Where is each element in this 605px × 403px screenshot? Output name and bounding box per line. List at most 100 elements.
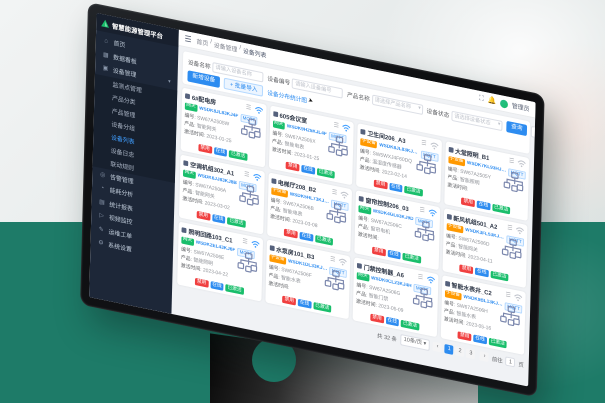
status-pill[interactable]: 已激活 bbox=[400, 319, 420, 331]
status-pill[interactable]: 在线 bbox=[389, 182, 403, 193]
device-card[interactable]: 605会议室 网关 WSDK9H25KJL4F MQTT 编号: SW67A25… bbox=[268, 105, 354, 186]
device-card[interactable]: 大堂照明_B1 子设备 WSDK7KL93HJ2A MQTT 编号: SW67A… bbox=[443, 141, 530, 222]
wifi-icon bbox=[429, 142, 439, 150]
leaf-icon bbox=[101, 19, 110, 28]
device-icon bbox=[272, 111, 278, 118]
status-pill[interactable]: 在线 bbox=[210, 280, 224, 291]
card-menu-icon[interactable]: ☰ bbox=[417, 274, 424, 282]
breadcrumb-item[interactable]: 设备列表 bbox=[242, 48, 267, 60]
status-pill[interactable]: 已激活 bbox=[402, 252, 421, 264]
topology-icon bbox=[240, 118, 261, 139]
device-card[interactable]: 空调机组302_A1 网关 WSDK6JJ83KJ8B MQTT 编号: SW6… bbox=[178, 154, 265, 235]
status-pill[interactable]: 禁用 bbox=[198, 143, 212, 154]
status-pill[interactable]: 禁用 bbox=[196, 210, 211, 221]
status-pill[interactable]: 已激活 bbox=[313, 301, 332, 313]
status-pill[interactable]: 在线 bbox=[211, 213, 226, 224]
device-icon bbox=[448, 146, 454, 153]
reset-button[interactable]: 重置 bbox=[531, 125, 536, 142]
wifi-icon bbox=[252, 173, 261, 181]
fullscreen-icon[interactable]: ⛶ bbox=[478, 94, 484, 103]
status-pill[interactable]: 禁用 bbox=[371, 246, 386, 257]
wifi-icon bbox=[428, 209, 437, 217]
status-pill[interactable]: 已激活 bbox=[314, 234, 334, 246]
device-card[interactable]: 窗帘控制206_03 网关 WSDK4GL63KJ9D MQTT 编号: SW6… bbox=[354, 190, 440, 271]
device-card[interactable]: 门禁控制器_A6 网关 WSDK0CL23KJ4H MQTT 编号: SW67A… bbox=[352, 257, 438, 338]
device-type-tag: 网关 bbox=[358, 205, 371, 215]
status-pill[interactable]: 已激活 bbox=[316, 167, 335, 179]
status-pill[interactable]: 已激活 bbox=[227, 217, 246, 228]
status-pill[interactable]: 在线 bbox=[213, 146, 228, 157]
status-pill[interactable]: 禁用 bbox=[459, 264, 474, 275]
device-card[interactable]: 新风机组501_A2 子设备 WSDK3FL53KJ7E MQTT 编号: SW… bbox=[442, 208, 528, 289]
topology-icon bbox=[501, 238, 522, 260]
home-icon: ⌂ bbox=[104, 37, 109, 45]
prev-page-button[interactable]: ‹ bbox=[432, 341, 443, 353]
status-pill[interactable]: 禁用 bbox=[286, 161, 300, 172]
status-pill[interactable]: 禁用 bbox=[461, 197, 475, 208]
status-pill[interactable]: 禁用 bbox=[194, 277, 209, 288]
card-menu-icon[interactable]: ☰ bbox=[244, 171, 250, 179]
settings-icon: ⚙ bbox=[98, 240, 104, 248]
jump-label: 前往 bbox=[491, 356, 503, 365]
device-card[interactable]: 卫生间206_A3 子设备 WSDK8JL83KJ5D MQTT 编号: SW5… bbox=[356, 123, 442, 204]
status-pill[interactable]: 在线 bbox=[476, 200, 491, 211]
topology-icon bbox=[238, 185, 259, 206]
device-icon: ▣ bbox=[102, 65, 109, 73]
card-menu-icon[interactable]: ☰ bbox=[507, 225, 513, 233]
card-menu-icon[interactable]: ☰ bbox=[331, 189, 338, 197]
card-menu-icon[interactable]: ☰ bbox=[330, 256, 336, 264]
status-pill[interactable]: 在线 bbox=[385, 316, 400, 327]
device-card[interactable]: 水泵房101_B3 子设备 WSDK1DL33KJ5G MQTT 编号: SW6… bbox=[264, 239, 351, 320]
device-icon bbox=[181, 227, 187, 234]
sidebar: 智慧能源管理平台 ⌂ 首页 ▦ 数据看板 ▣ 设备管理 ▾ 监测点管理 产品分类 产品管理 设备分组… bbox=[89, 12, 179, 314]
breadcrumb-item[interactable]: 设备管理 bbox=[213, 42, 238, 54]
status-pill[interactable]: 禁用 bbox=[370, 313, 384, 324]
page-button[interactable]: 2 bbox=[455, 346, 465, 358]
username[interactable]: 管理员 bbox=[511, 103, 530, 114]
card-menu-icon[interactable]: ☰ bbox=[333, 122, 339, 130]
per-page-select[interactable]: 10条/页 ▾ bbox=[399, 333, 431, 352]
jump-unit: 页 bbox=[518, 361, 524, 369]
card-menu-icon[interactable]: ☰ bbox=[419, 207, 425, 215]
status-pill[interactable]: 已激活 bbox=[404, 185, 423, 197]
card-menu-icon[interactable]: ☰ bbox=[245, 104, 252, 112]
status-pill[interactable]: 已激活 bbox=[490, 270, 509, 282]
wifi-icon bbox=[338, 258, 347, 266]
status-pill[interactable]: 禁用 bbox=[373, 179, 388, 190]
status-pill[interactable]: 已激活 bbox=[488, 337, 507, 349]
device-icon bbox=[269, 245, 275, 252]
next-page-button[interactable]: › bbox=[480, 351, 490, 363]
card-menu-icon[interactable]: ☰ bbox=[508, 158, 515, 166]
card-menu-icon[interactable]: ☰ bbox=[242, 238, 248, 246]
status-pill[interactable]: 已激活 bbox=[492, 203, 511, 215]
topology-icon bbox=[326, 203, 347, 224]
card-menu-icon[interactable]: ☰ bbox=[421, 140, 427, 148]
dashboard-icon: ▦ bbox=[102, 51, 109, 59]
topology-icon bbox=[414, 220, 434, 242]
avatar[interactable] bbox=[499, 98, 509, 109]
device-icon bbox=[270, 178, 276, 185]
device-card[interactable]: 智能水表井_C2 子设备 WSDK9BL13KJ3J MQTT 编号: SW67… bbox=[440, 275, 526, 356]
bell-icon[interactable]: 🔔 bbox=[487, 96, 497, 106]
jump-page-input[interactable] bbox=[505, 356, 516, 368]
status-pill[interactable]: 在线 bbox=[299, 231, 314, 242]
device-card[interactable]: 电梯厅208_B2 子设备 WSDK5HL73KJ1C MQTT 编号: SW6… bbox=[266, 172, 353, 253]
status-pill[interactable]: 在线 bbox=[301, 164, 315, 175]
status-pill[interactable]: 已激活 bbox=[225, 284, 244, 295]
status-pill[interactable]: 在线 bbox=[297, 298, 312, 309]
status-pill[interactable]: 在线 bbox=[387, 249, 401, 260]
page-button[interactable]: 3 bbox=[466, 348, 476, 360]
card-menu-icon[interactable]: ☰ bbox=[505, 292, 511, 300]
device-card[interactable]: 6#配电房 网关 WSDK8JL83KJ4F MQTT 编号: SW67A250… bbox=[180, 87, 267, 168]
page-button[interactable]: 1 bbox=[444, 344, 454, 355]
device-card[interactable]: 照明回路103_C1 网关 WSDK2EL43KJ6F MQTT 编号: SW6… bbox=[177, 221, 263, 302]
status-pill[interactable]: 禁用 bbox=[284, 228, 298, 239]
breadcrumb-item[interactable]: 首页 bbox=[196, 39, 209, 48]
hamburger-icon[interactable]: ☰ bbox=[184, 33, 192, 44]
search-button[interactable]: 查询 bbox=[506, 120, 528, 137]
status-pill[interactable]: 在线 bbox=[474, 267, 489, 278]
status-pill[interactable]: 在线 bbox=[473, 334, 487, 345]
status-pill[interactable]: 禁用 bbox=[282, 295, 297, 306]
status-pill[interactable]: 已激活 bbox=[228, 150, 248, 161]
status-pill[interactable]: 禁用 bbox=[457, 331, 472, 342]
